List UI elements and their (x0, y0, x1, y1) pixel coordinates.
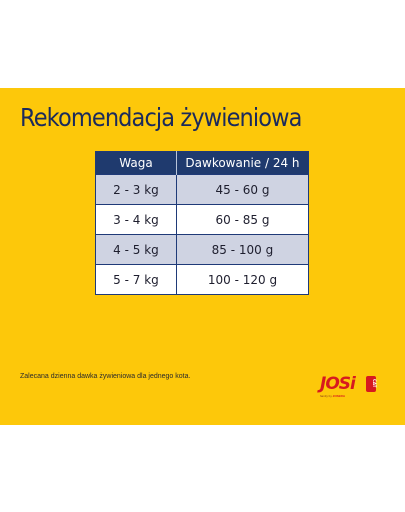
column-header-weight: Waga (95, 151, 177, 175)
table-row: 5 - 7 kg 100 - 120 g (95, 264, 309, 295)
table-row: 2 - 3 kg 45 - 60 g (95, 174, 309, 205)
column-header-dosage: Dawkowanie / 24 h (175, 151, 309, 175)
logo-cat-label: CAT (372, 379, 377, 388)
josicat-logo: JOSi CAT family by JOSERA (320, 376, 382, 402)
footnote: Zalecana dzienna dawka żywieniowa dla je… (20, 373, 191, 380)
weight-cell: 2 - 3 kg (95, 174, 177, 205)
table-row: 4 - 5 kg 85 - 100 g (95, 234, 309, 265)
logo-tagline-brand: JOSERA (332, 394, 346, 398)
dosage-table: Waga Dawkowanie / 24 h 2 - 3 kg 45 - 60 … (95, 151, 309, 295)
weight-cell: 5 - 7 kg (95, 264, 177, 295)
feeding-recommendation-panel: Rekomendacja żywieniowa Waga Dawkowanie … (0, 88, 405, 425)
page-title: Rekomendacja żywieniowa (20, 103, 302, 132)
table-header-row: Waga Dawkowanie / 24 h (95, 151, 309, 175)
dosage-cell: 85 - 100 g (175, 234, 309, 265)
table-row: 3 - 4 kg 60 - 85 g (95, 204, 309, 235)
weight-cell: 4 - 5 kg (95, 234, 177, 265)
dosage-cell: 45 - 60 g (175, 174, 309, 205)
logo-wordmark: JOSi (320, 374, 356, 394)
dosage-cell: 60 - 85 g (175, 204, 309, 235)
weight-cell: 3 - 4 kg (95, 204, 177, 235)
logo-tagline: family by JOSERA (320, 395, 345, 398)
logo-tagline-prefix: family by (320, 394, 333, 398)
dosage-cell: 100 - 120 g (175, 264, 309, 295)
logo-cat-badge: CAT (366, 376, 377, 392)
